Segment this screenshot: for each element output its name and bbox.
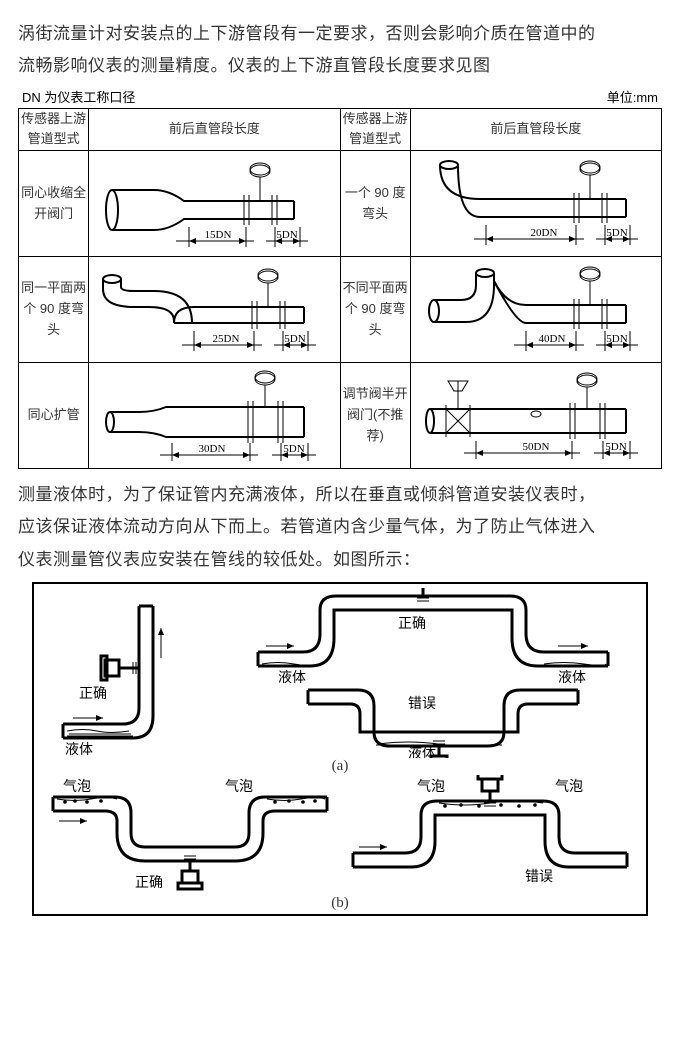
row1-right-up: 20DN — [530, 227, 557, 239]
table-caption-row: DN 为仪表工称口径 单位:mm — [18, 87, 662, 108]
row3-right-down: 5DN — [605, 441, 626, 453]
diagram-a-left: 正确 液体 — [53, 588, 223, 758]
a-right-liquid-2: 液体 — [558, 670, 586, 686]
sublabel-b: (b) — [40, 895, 640, 912]
b-right-wrong: 错误 — [525, 869, 553, 885]
a-right-correct: 正确 — [398, 616, 426, 632]
installation-diagram-box: 正确 液体 正确 液体 — [32, 582, 648, 916]
row1-left-up: 15DN — [205, 229, 232, 241]
row3-left-up: 30DN — [199, 443, 226, 455]
row2-left-up: 25DN — [213, 333, 240, 345]
hdr-len-1: 前后直管段长度 — [89, 108, 340, 151]
row1-right-down: 5DN — [606, 227, 627, 239]
a-right-liquid-1: 液体 — [278, 670, 306, 686]
row2-right-diagram: 40DN 5DN — [410, 257, 661, 363]
row1-right-label: 一个 90 度弯头 — [340, 151, 410, 257]
row1-right-diagram: 20DN 5DN — [410, 151, 661, 257]
row3-left-diagram: 30DN 5DN — [89, 363, 340, 469]
intro-paragraph: 涡街流量计对安装点的上下游管段有一定要求，否则会影响介质在管道中的 流畅影响仪表… — [18, 18, 662, 83]
row2-right-up: 40DN — [538, 333, 565, 345]
row2-left-diagram: 25DN 5DN — [89, 257, 340, 363]
caption-left: DN 为仪表工称口径 — [22, 87, 135, 106]
sublabel-a: (a) — [40, 758, 640, 775]
diagram-b-left: 气泡 气泡 正确 — [45, 775, 335, 895]
row2-left-label: 同一平面两个 90 度弯头 — [19, 257, 89, 363]
row2-right-label: 不同平面两个 90 度弯头 — [340, 257, 410, 363]
mid-line-3: 仪表测量管仪表应安装在管线的较低处。如图所示： — [18, 550, 421, 569]
row2-left-down: 5DN — [285, 333, 306, 345]
diagram-row-b: 气泡 气泡 正确 气泡 气 — [40, 775, 640, 895]
row3-left-label: 同心扩管 — [19, 363, 89, 469]
row3-right-label: 调节阀半开阀门(不推荐) — [340, 363, 410, 469]
hdr-len-2: 前后直管段长度 — [410, 108, 661, 151]
a-right-wrong: 错误 — [408, 696, 436, 712]
a-right-liquid-3: 液体 — [408, 746, 436, 758]
row1-left-down: 5DN — [277, 229, 298, 241]
mid-line-2: 应该保证液体流动方向从下而上。若管道内含少量气体，为了防止气体进入 — [18, 517, 596, 536]
pipe-diagram-table: 传感器上游管道型式 前后直管段长度 传感器上游管道型式 前后直管段长度 同心收缩… — [18, 108, 662, 470]
row1-left-diagram: 15DN 5DN — [89, 151, 340, 257]
diagram-row-a: 正确 液体 正确 液体 — [40, 588, 640, 758]
b-left-bubble-1: 气泡 — [63, 779, 91, 795]
mid-paragraph: 测量液体时，为了保证管内充满液体，所以在垂直或倾斜管道安装仪表时， 应该保证液体… — [18, 479, 662, 576]
diagram-b-right: 气泡 气泡 错误 — [345, 775, 635, 895]
row1-left-label: 同心收缩全开阀门 — [19, 151, 89, 257]
intro-line-1: 涡街流量计对安装点的上下游管段有一定要求，否则会影响介质在管道中的 — [18, 24, 596, 43]
mid-line-1: 测量液体时，为了保证管内充满液体，所以在垂直或倾斜管道安装仪表时， — [18, 485, 596, 504]
caption-right: 单位:mm — [607, 87, 658, 106]
intro-line-2: 流畅影响仪表的测量精度。仪表的上下游直管段长度要求见图 — [18, 56, 491, 75]
a-left-correct: 正确 — [79, 686, 107, 702]
b-right-bubble-2: 气泡 — [555, 779, 583, 795]
b-left-bubble-2: 气泡 — [225, 779, 253, 795]
diagram-a-right: 正确 液体 液体 错误 液体 — [248, 588, 628, 758]
row3-right-diagram: 50DN 5DN — [410, 363, 661, 469]
row2-right-down: 5DN — [606, 333, 627, 345]
b-right-bubble-1: 气泡 — [417, 779, 445, 795]
a-left-liquid: 液体 — [65, 742, 93, 758]
b-left-correct: 正确 — [135, 875, 163, 891]
hdr-type-1: 传感器上游管道型式 — [19, 108, 89, 151]
hdr-type-2: 传感器上游管道型式 — [340, 108, 410, 151]
row3-left-down: 5DN — [284, 443, 305, 455]
row3-right-up: 50DN — [522, 441, 549, 453]
